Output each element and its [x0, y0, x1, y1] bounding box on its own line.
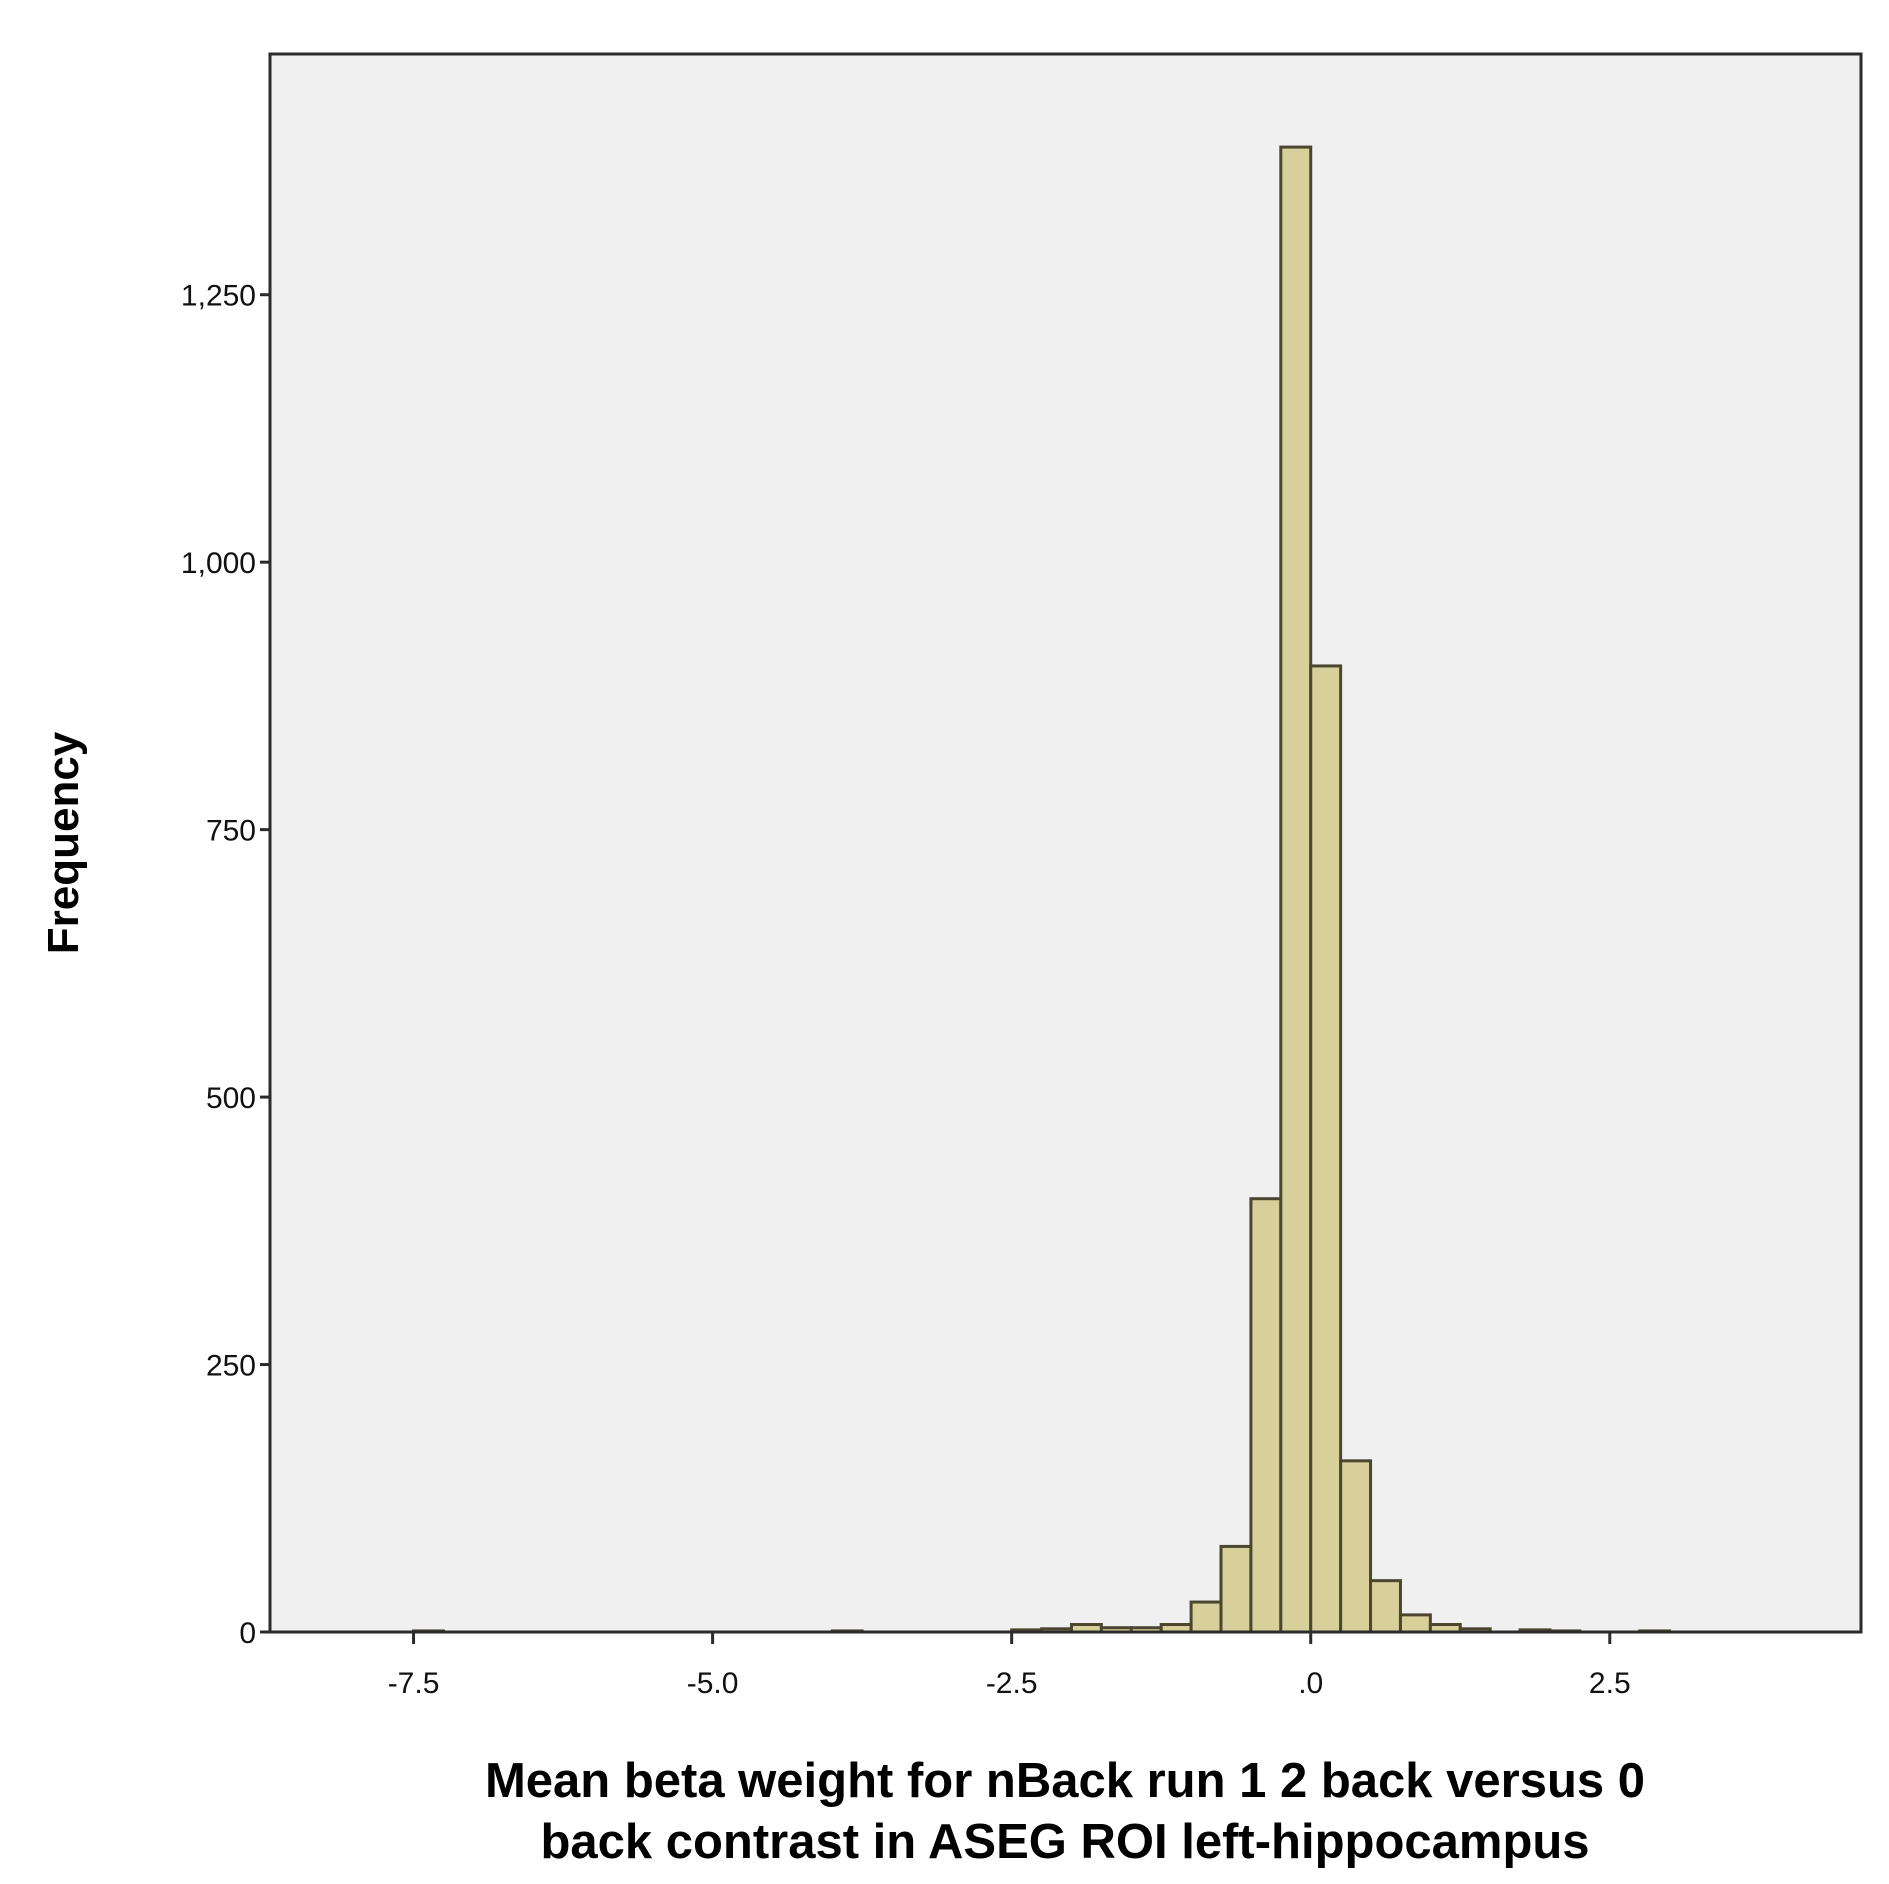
- histogram-bar-10: [1249, 1197, 1283, 1634]
- histogram-bar-11: [1279, 145, 1313, 1634]
- y-axis-title: Frequency: [39, 731, 88, 954]
- histogram-bar-8: [1189, 1600, 1223, 1634]
- y-tick-label-5: 1,250: [181, 280, 256, 313]
- x-tick-label-0: -7.5: [388, 1667, 440, 1700]
- y-tick-label-1: 250: [206, 1350, 256, 1383]
- x-tick-label-1: -5.0: [687, 1667, 739, 1700]
- histogram-bar-12: [1309, 664, 1343, 1634]
- x-tick-label-4: 2.5: [1589, 1667, 1631, 1700]
- histogram-bar-15: [1398, 1613, 1432, 1634]
- x-axis-title-line-2: back contrast in ASEG ROI left-hippocamp…: [540, 1815, 1589, 1869]
- x-tick-label-2: -2.5: [986, 1667, 1038, 1700]
- plot-background: [270, 54, 1861, 1632]
- x-axis-ticks: -7.5 -5.0 -2.5 .0 2.5: [388, 1632, 1631, 1700]
- x-tick-label-3: .0: [1298, 1667, 1323, 1700]
- y-tick-label-4: 1,000: [181, 547, 256, 580]
- histogram-bar-9: [1219, 1544, 1253, 1634]
- y-tick-label-0: 0: [239, 1617, 256, 1650]
- plot-frame: [268, 52, 1863, 1634]
- y-tick-label-3: 750: [206, 815, 256, 848]
- y-axis-ticks: 0 250 500 750 1,000 1,250: [181, 280, 270, 1650]
- histogram-bar-13: [1339, 1459, 1373, 1634]
- histogram-bar-14: [1369, 1579, 1402, 1634]
- y-tick-label-2: 500: [206, 1082, 256, 1115]
- x-axis-title-line-1: Mean beta weight for nBack run 1 2 back …: [485, 1754, 1645, 1808]
